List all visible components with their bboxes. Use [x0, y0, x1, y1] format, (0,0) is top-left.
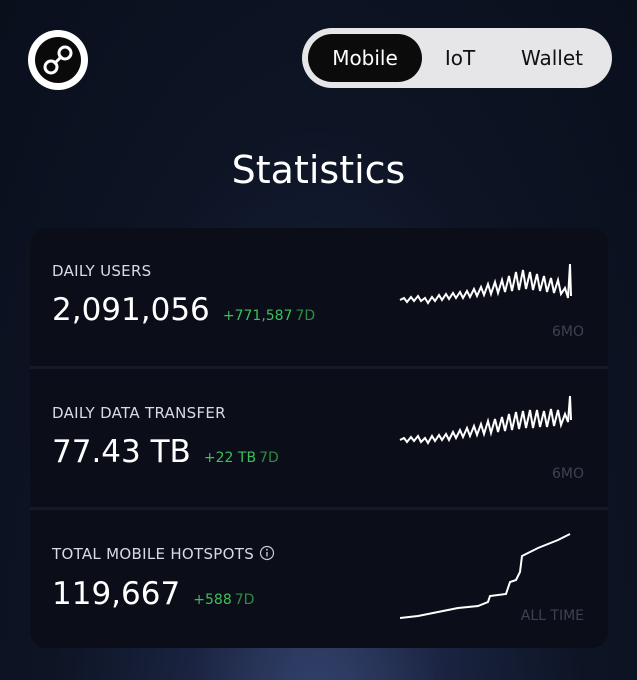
card-label-row: TOTAL MOBILE HOTSPOTS: [52, 545, 275, 563]
sparkline: [399, 533, 571, 619]
sparkline: [399, 263, 572, 305]
tab[interactable]: Mobile: [308, 34, 422, 82]
logo: [28, 30, 88, 90]
tab-bar: Mobile IoT Wallet: [302, 28, 612, 88]
card-value-row: 2,091,056 +771,587 7D: [52, 292, 315, 328]
divider: [30, 507, 608, 510]
logo-icon: [43, 45, 73, 75]
tab[interactable]: IoT: [444, 46, 476, 70]
card-range: 6MO: [551, 324, 584, 340]
card-value: 119,667: [52, 576, 181, 612]
card-range: ALL TIME: [520, 608, 584, 624]
card-range: 6MO: [551, 466, 584, 482]
card-value-row: 77.43 TB +22 TB 7D: [52, 434, 279, 470]
tab[interactable]: Wallet: [520, 46, 583, 70]
divider: [30, 366, 608, 369]
card-change: +771,587: [222, 308, 293, 324]
sparkline: [399, 395, 572, 445]
card-period: 7D: [259, 450, 279, 466]
card-label: TOTAL MOBILE HOTSPOTS: [52, 545, 255, 563]
stats-panel: DAILY USERS 2,091,056 +771,587 7D 6MO DAI…: [30, 228, 608, 648]
page-title: Statistics: [231, 148, 406, 192]
card-period: 7D: [234, 592, 255, 608]
card-label: DAILY DATA TRANSFER: [52, 404, 226, 422]
card-change: +588: [193, 592, 232, 608]
card-change: +22 TB: [203, 450, 257, 466]
info-icon[interactable]: [259, 545, 275, 561]
card-value: 77.43 TB: [52, 434, 191, 470]
card-value: 2,091,056: [52, 292, 210, 328]
logo-inner: [35, 37, 81, 83]
card-period: 7D: [295, 308, 316, 324]
card-value-row: 119,667 +588 7D: [52, 576, 254, 612]
card-label: DAILY USERS: [52, 262, 152, 280]
